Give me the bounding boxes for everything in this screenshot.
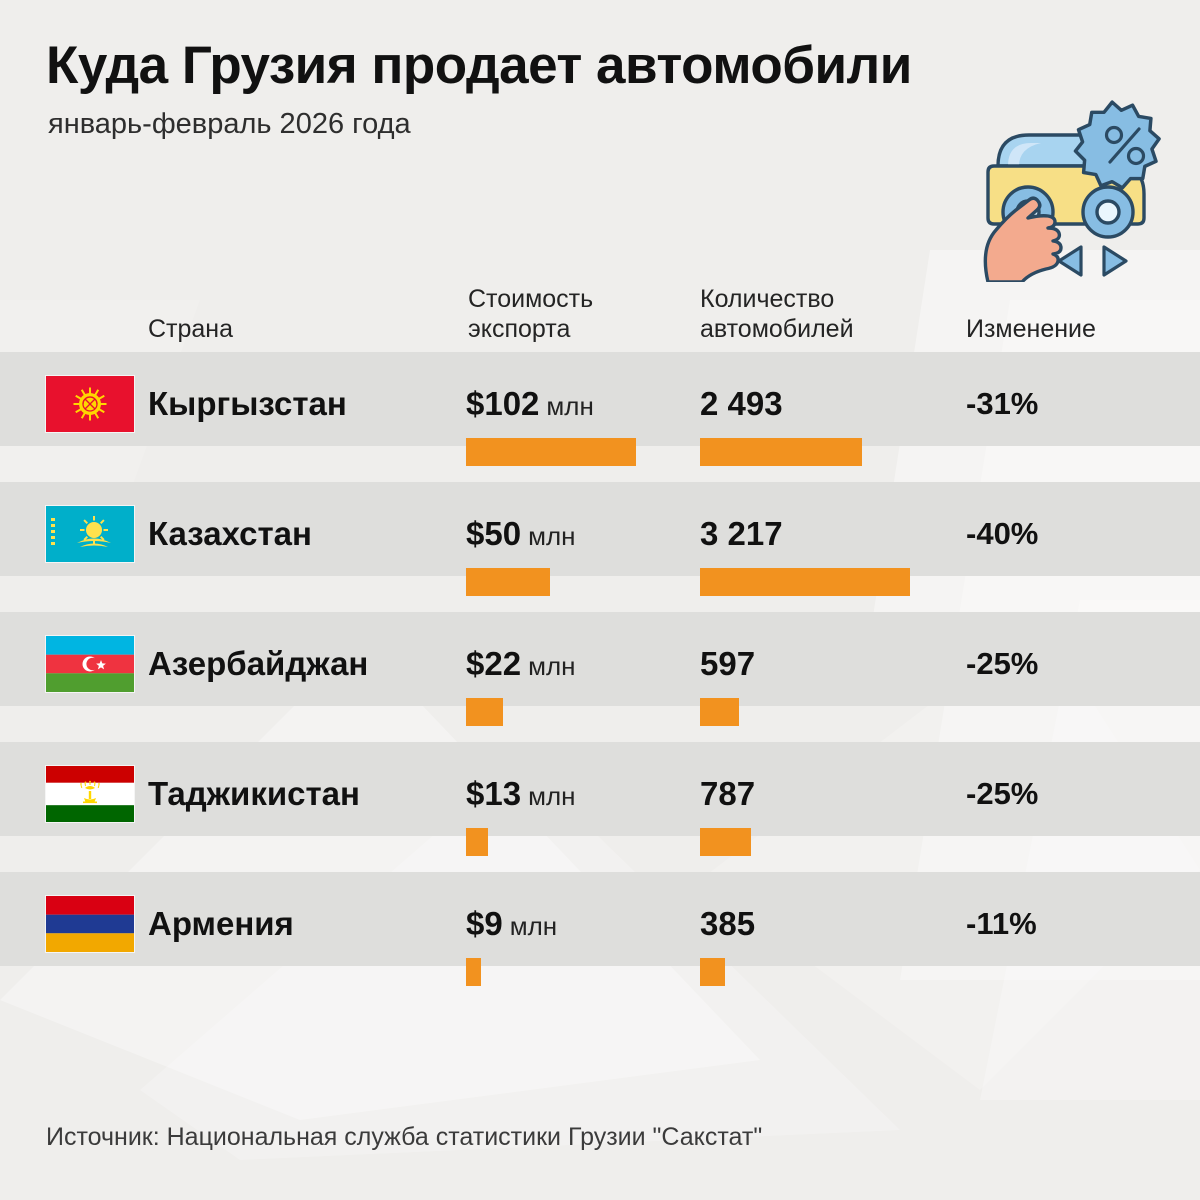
car-count-cell: 787: [700, 775, 756, 812]
car-discount-illustration: [968, 92, 1178, 284]
change-cell: -40%: [966, 516, 1039, 551]
table-row: Таджикистан $13 млн 787 -25%: [0, 742, 1200, 872]
export-value-unit: млн: [528, 781, 576, 811]
row-band: [0, 872, 1200, 966]
row-band: [0, 482, 1200, 576]
export-value-bar: [466, 568, 550, 596]
column-header-export-value: Стоимость экспорта: [468, 285, 593, 344]
row-band: [0, 352, 1200, 446]
source-note: Источник: Национальная служба статистики…: [46, 1123, 763, 1151]
country-name: Таджикистан: [148, 775, 360, 812]
export-value-amount: $50: [466, 515, 522, 552]
export-value-bar: [466, 698, 503, 726]
car-count-bar: [700, 568, 910, 596]
export-value-amount: $102: [466, 385, 540, 422]
table-header-row: Страна Стоимость экспорта Количество авт…: [0, 270, 1200, 352]
car-count-bar: [700, 698, 739, 726]
change-cell: -11%: [966, 906, 1037, 941]
export-value-amount: $22: [466, 645, 522, 682]
column-header-car-count-line2: автомобилей: [700, 314, 854, 343]
table-row: Кыргызстан $102 млн 2 493 -31%: [0, 352, 1200, 482]
kyrgyzstan-flag: [46, 376, 134, 432]
export-value-unit: млн: [528, 651, 576, 681]
column-header-country: Страна: [148, 314, 234, 343]
row-band: [0, 742, 1200, 836]
header: Куда Грузия продает автомобили январь-фе…: [46, 38, 912, 141]
export-value-cell: $22 млн: [466, 642, 575, 693]
export-value-cell: $13 млн: [466, 772, 575, 823]
column-header-export-value-line1: Стоимость: [468, 285, 594, 313]
export-value-bar: [466, 828, 488, 856]
azerbaijan-flag: [46, 636, 134, 692]
export-value-cell: $50 млн: [466, 512, 575, 563]
car-count-bar: [700, 828, 751, 856]
change-cell: -25%: [966, 646, 1039, 681]
export-value-bar: [466, 958, 481, 986]
export-value-bar: [466, 438, 636, 466]
table-row: Казахстан $50 млн 3 217 -40%: [0, 482, 1200, 612]
country-name: Армения: [148, 905, 294, 942]
kazakhstan-flag: [46, 506, 134, 562]
row-band: [0, 612, 1200, 706]
export-value-cell: $9 млн: [466, 902, 557, 953]
car-count-cell: 2 493: [700, 385, 783, 422]
country-name: Казахстан: [148, 515, 312, 552]
car-count-cell: 3 217: [700, 515, 783, 552]
car-count-cell: 385: [700, 905, 756, 942]
export-value-unit: млн: [509, 911, 558, 941]
armenia-flag: [46, 896, 134, 952]
export-value-cell: $102 млн: [466, 382, 594, 433]
table-row: Азербайджан $22 млн 597 -25%: [0, 612, 1200, 742]
export-value-amount: $9: [466, 905, 503, 942]
car-count-bar: [700, 958, 725, 986]
table-row: Армения $9 млн 385 -11%: [0, 872, 1200, 1002]
export-value-amount: $13: [466, 775, 522, 812]
country-name: Азербайджан: [148, 645, 369, 682]
page-subtitle: январь-февраль 2026 года: [48, 107, 411, 140]
export-value-unit: млн: [546, 391, 594, 421]
tajikistan-flag: [46, 766, 134, 822]
data-table: Страна Стоимость экспорта Количество авт…: [0, 270, 1200, 1002]
change-cell: -31%: [966, 386, 1039, 421]
column-header-export-value-line2: экспорта: [468, 314, 571, 343]
country-name: Кыргызстан: [148, 385, 347, 422]
column-header-car-count: Количество автомобилей: [700, 285, 854, 344]
change-cell: -25%: [966, 776, 1039, 811]
car-count-cell: 597: [700, 645, 756, 682]
page-title: Куда Грузия продает автомобили: [46, 36, 912, 95]
column-header-car-count-line1: Количество: [700, 285, 835, 313]
export-value-unit: млн: [528, 521, 576, 551]
column-header-change: Изменение: [966, 314, 1096, 343]
car-count-bar: [700, 438, 862, 466]
